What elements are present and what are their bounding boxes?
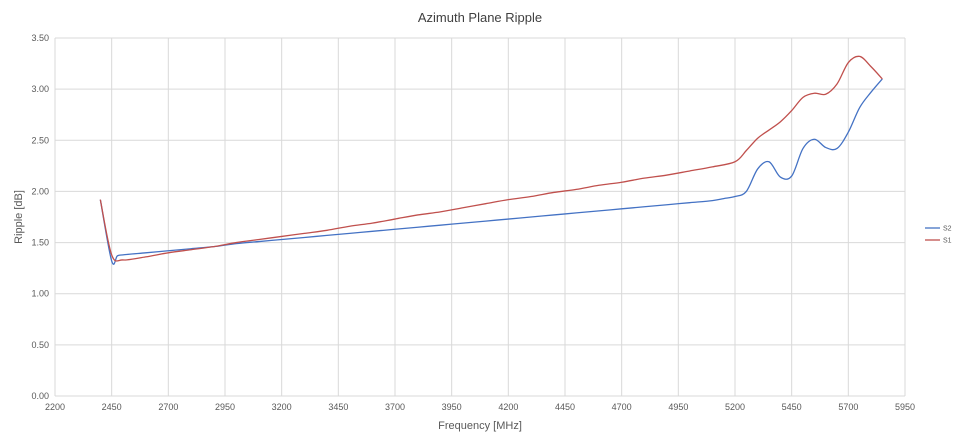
- x-tick-label: 2950: [215, 402, 235, 412]
- y-axis-ticks: 0.00 0.50 1.00 1.50 2.00 2.50 3.00 3.50: [31, 33, 49, 401]
- x-axis-title: Frequency [MHz]: [438, 420, 522, 432]
- x-tick-label: 5950: [895, 402, 915, 412]
- x-tick-label: 5450: [782, 402, 802, 412]
- x-tick-label: 5700: [838, 402, 858, 412]
- x-tick-label: 4700: [612, 402, 632, 412]
- y-tick-label: 2.00: [31, 186, 49, 196]
- x-tick-label: 2200: [45, 402, 65, 412]
- series-line-s1: [99, 55, 883, 262]
- y-tick-label: 2.50: [31, 135, 49, 145]
- y-tick-label: 0.00: [31, 391, 49, 401]
- x-tick-label: 2700: [158, 402, 178, 412]
- y-tick-label: 3.00: [31, 84, 49, 94]
- chart-title: Azimuth Plane Ripple: [418, 10, 542, 25]
- y-axis-title: Ripple [dB]: [13, 190, 25, 244]
- x-tick-label: 3700: [385, 402, 405, 412]
- series-lines: [99, 55, 883, 265]
- legend-label-s1: S1: [943, 238, 952, 245]
- x-tick-label: 5200: [725, 402, 745, 412]
- x-tick-label: 4950: [668, 402, 688, 412]
- x-tick-label: 4200: [498, 402, 518, 412]
- x-axis-ticks: 2200 2450 2700 2950 3200 3450 3700 3950 4200 4450…: [45, 402, 915, 412]
- x-tick-label: 3450: [328, 402, 348, 412]
- y-tick-label: 3.50: [31, 33, 49, 43]
- x-tick-label: 3950: [442, 402, 462, 412]
- y-tick-label: 0.50: [31, 340, 49, 350]
- x-tick-label: 3200: [272, 402, 292, 412]
- legend-label-s2: S2: [943, 226, 952, 233]
- x-tick-label: 2450: [102, 402, 122, 412]
- y-tick-label: 1.50: [31, 238, 49, 248]
- legend: S2 S1: [925, 226, 952, 245]
- y-tick-label: 1.00: [31, 289, 49, 299]
- series-line-s2: [99, 78, 883, 265]
- x-tick-label: 4450: [555, 402, 575, 412]
- grid: [54, 37, 906, 397]
